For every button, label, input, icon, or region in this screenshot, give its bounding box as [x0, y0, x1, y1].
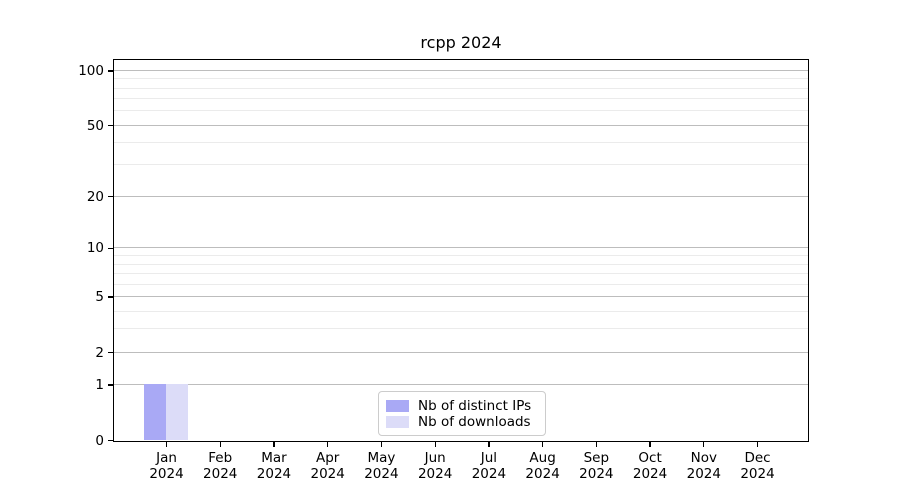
- y-tick-mark: [108, 247, 113, 250]
- minor-gridline: [114, 328, 808, 330]
- minor-gridline: [114, 87, 808, 89]
- legend-swatch-downloads: [386, 416, 409, 428]
- x-tick-label-line: May: [367, 450, 396, 466]
- x-tick-label-line: 2024: [525, 466, 560, 482]
- x-tick-label-line: 2024: [686, 466, 721, 482]
- x-tick-label: Jul 2024: [457, 450, 521, 482]
- x-tick-label: Feb 2024: [188, 450, 252, 482]
- x-tick-mark: [756, 442, 759, 447]
- minor-gridline: [114, 142, 808, 144]
- x-tick-label-line: Jul: [480, 450, 498, 466]
- x-tick-mark: [595, 442, 597, 447]
- y-tick-mark: [108, 384, 113, 386]
- y-tick-label: 5: [95, 289, 104, 305]
- minor-gridline: [114, 78, 808, 80]
- y-tick-label: 2: [95, 344, 104, 361]
- x-tick-label: Nov 2024: [672, 450, 736, 482]
- x-tick-label-line: Jan: [156, 450, 177, 466]
- major-gridline: [114, 296, 808, 297]
- x-tick-label: Jun 2024: [403, 450, 467, 482]
- bar-distinct-ips-jan: [143, 384, 166, 440]
- y-tick-mark: [108, 439, 113, 442]
- legend-swatch-distinct-ips: [386, 400, 409, 412]
- legend-item-downloads: Nb of downloads: [386, 414, 538, 430]
- x-tick-label-line: Mar: [261, 450, 287, 466]
- x-tick-label: Oct 2024: [618, 450, 682, 482]
- major-gridline: [114, 383, 808, 385]
- minor-gridline: [114, 310, 808, 312]
- x-tick-mark: [541, 442, 544, 447]
- major-gridline: [114, 124, 808, 126]
- legend-label-distinct-ips: Nb of distinct IPs: [418, 398, 532, 414]
- x-tick-label: Apr 2024: [296, 450, 360, 482]
- x-tick-mark: [703, 442, 705, 447]
- y-tick-label: 100: [78, 62, 104, 79]
- y-tick-label: 0: [95, 432, 104, 449]
- chart-title: rcpp 2024: [420, 33, 502, 52]
- minor-gridline: [114, 164, 808, 166]
- minor-gridline: [114, 272, 808, 274]
- x-tick-label-line: Jun: [424, 450, 446, 466]
- x-tick-mark: [219, 442, 221, 447]
- y-tick-mark: [108, 351, 113, 354]
- y-tick-label: 50: [86, 117, 104, 134]
- x-tick-label-line: 2024: [203, 466, 238, 482]
- minor-gridline: [114, 98, 808, 100]
- x-tick-mark: [434, 442, 436, 447]
- y-tick-label: 20: [86, 188, 104, 205]
- y-tick-mark: [108, 124, 113, 127]
- minor-gridline: [114, 283, 808, 285]
- major-gridline: [114, 195, 808, 197]
- x-tick-label: Dec 2024: [726, 450, 790, 482]
- x-tick-mark: [165, 442, 168, 447]
- x-tick-label-line: 2024: [471, 466, 507, 482]
- x-tick-label-line: 2024: [417, 466, 453, 482]
- minor-gridline: [114, 110, 808, 112]
- x-tick-label-line: Aug: [529, 450, 556, 466]
- y-tick-mark: [108, 296, 113, 298]
- x-tick-label-line: Nov: [690, 450, 717, 466]
- x-tick-label-line: 2024: [149, 466, 184, 482]
- x-tick-mark: [380, 442, 383, 447]
- y-tick-mark: [108, 196, 113, 198]
- x-tick-label: Sep 2024: [564, 450, 628, 482]
- x-tick-label-line: Oct: [638, 450, 662, 466]
- major-gridline: [114, 247, 808, 249]
- y-tick-label: 1: [95, 376, 104, 393]
- x-tick-label: May 2024: [349, 450, 413, 482]
- x-tick-label-line: Feb: [208, 450, 233, 466]
- x-tick-label-line: Apr: [316, 450, 340, 466]
- x-tick-mark: [273, 442, 275, 447]
- x-tick-label-line: 2024: [310, 466, 345, 482]
- major-gridline: [114, 351, 808, 353]
- x-tick-label-line: 2024: [632, 466, 668, 482]
- plot-area: [113, 59, 809, 442]
- y-tick-label: 10: [86, 240, 104, 257]
- x-tick-label: Aug 2024: [511, 450, 575, 482]
- legend-label-downloads: Nb of downloads: [418, 414, 531, 430]
- minor-gridline: [114, 263, 808, 265]
- legend-item-distinct-ips: Nb of distinct IPs: [386, 398, 538, 414]
- legend: Nb of distinct IPs Nb of downloads: [378, 391, 546, 436]
- y-tick-mark: [108, 70, 113, 72]
- minor-gridline: [114, 255, 808, 257]
- x-tick-label-line: 2024: [256, 466, 292, 482]
- x-tick-label-line: Sep: [583, 450, 610, 466]
- x-tick-label-line: 2024: [579, 466, 614, 482]
- x-tick-mark: [488, 442, 490, 447]
- x-tick-label: Mar 2024: [242, 450, 306, 482]
- x-tick-label-line: Dec: [744, 450, 771, 466]
- bar-downloads-jan: [166, 384, 189, 440]
- major-gridline: [114, 69, 808, 71]
- x-tick-mark: [327, 442, 329, 447]
- x-tick-label-line: 2024: [740, 466, 775, 482]
- x-tick-mark: [649, 442, 651, 447]
- x-tick-label: Jan 2024: [135, 450, 199, 482]
- x-tick-label-line: 2024: [364, 466, 399, 482]
